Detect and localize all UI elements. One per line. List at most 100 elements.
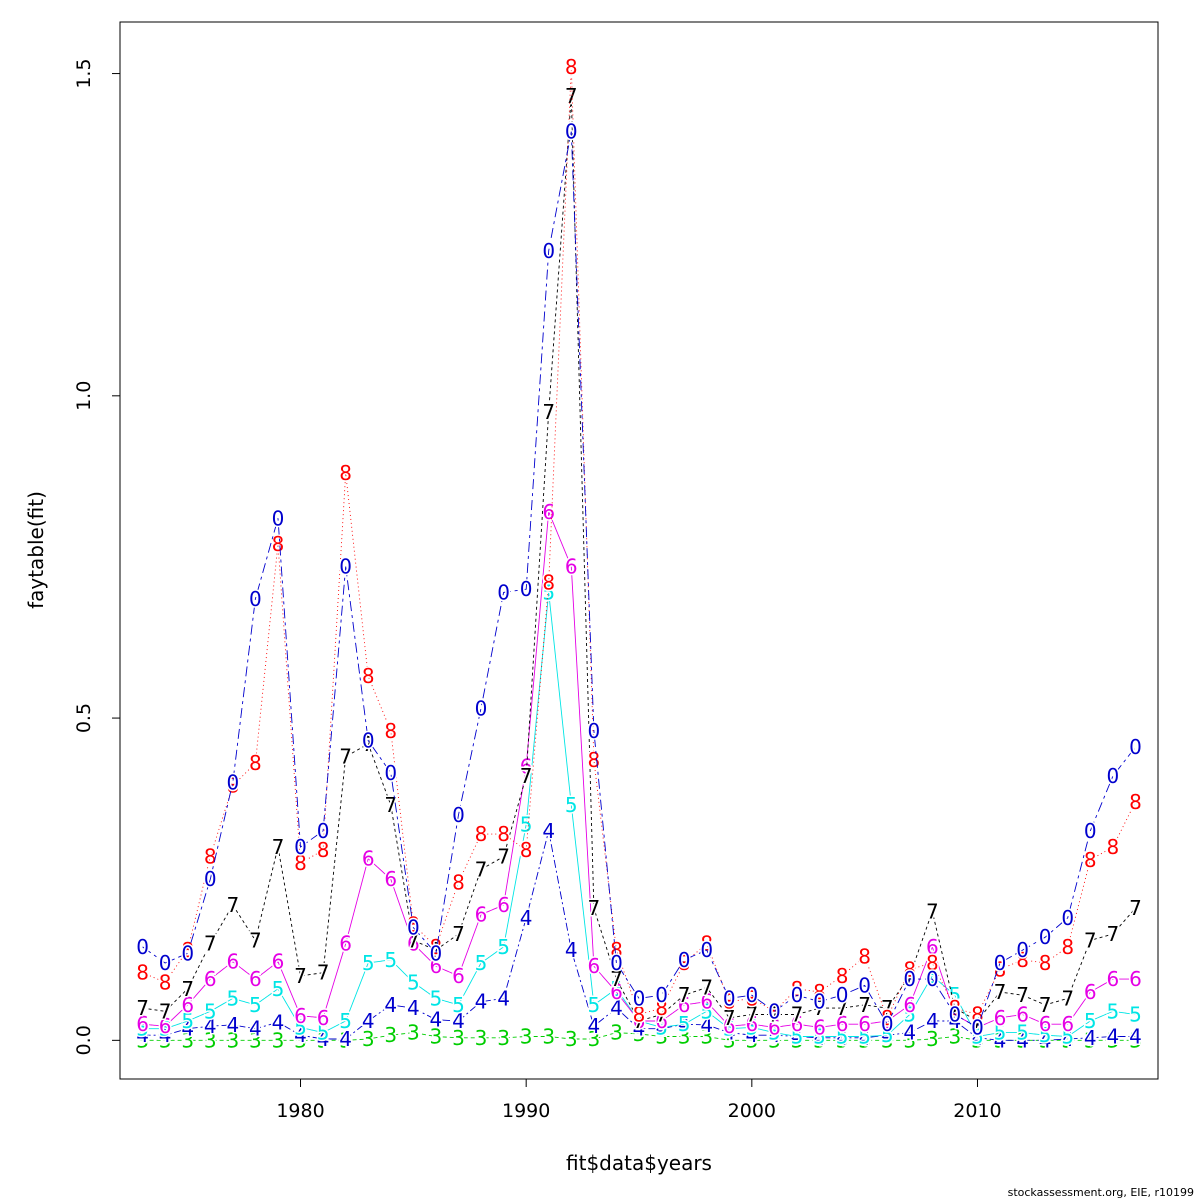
data-point: 0: [655, 983, 668, 1007]
data-point: 7: [204, 932, 217, 956]
data-point: 6: [926, 935, 939, 959]
data-point: 8: [430, 935, 443, 959]
data-point: 6: [362, 847, 375, 871]
data-point: 3: [903, 1028, 916, 1052]
data-point: 0: [497, 580, 510, 604]
data-point: 3: [678, 1024, 691, 1048]
series-line-3: [142, 1032, 1136, 1041]
data-point: 4: [565, 938, 578, 962]
data-point: 4: [317, 1027, 330, 1051]
data-point: 0: [813, 990, 826, 1014]
data-point: 6: [1016, 1003, 1029, 1027]
data-point: 8: [475, 822, 488, 846]
data-point: 7: [655, 1003, 668, 1027]
data-point: 5: [1107, 999, 1120, 1023]
data-point: 8: [339, 461, 352, 485]
data-point: 0: [362, 729, 375, 753]
data-point: 7: [1016, 983, 1029, 1007]
data-point: 8: [226, 774, 239, 798]
data-point: 5: [294, 1015, 307, 1039]
data-point: 7: [181, 977, 194, 1001]
data-point: 7: [407, 928, 420, 952]
data-point: 5: [994, 1021, 1007, 1045]
data-point: 7: [678, 983, 691, 1007]
data-point: 7: [565, 84, 578, 108]
x-tick-label: 2000: [728, 1100, 776, 1122]
data-point: 0: [1016, 938, 1029, 962]
data-point: 8: [745, 986, 758, 1010]
data-point: 8: [588, 748, 601, 772]
data-point: 8: [565, 55, 578, 79]
data-point: 5: [430, 986, 443, 1010]
data-point: 0: [610, 951, 623, 975]
data-point: 7: [226, 893, 239, 917]
data-point: 6: [204, 967, 217, 991]
y-tick-label: 0.5: [73, 703, 95, 733]
data-point: 7: [926, 899, 939, 923]
data-point: 7: [791, 1003, 804, 1027]
data-point: 4: [949, 1009, 962, 1033]
data-point: 3: [655, 1024, 668, 1048]
y-tick-label: 1.0: [73, 381, 95, 411]
data-point: 3: [317, 1028, 330, 1052]
y-axis: 0.0 0.5 1.0 1.5: [73, 58, 121, 1055]
series-line-0: [142, 131, 1136, 1029]
data-point: 4: [204, 1014, 217, 1038]
data-point: 8: [949, 996, 962, 1020]
data-point: 3: [791, 1028, 804, 1052]
data-point: 4: [272, 1010, 285, 1034]
data-point: 4: [768, 1023, 781, 1047]
data-point: 6: [384, 867, 397, 891]
data-point: 8: [858, 945, 871, 969]
data-point: 8: [633, 1003, 646, 1027]
data-point: 0: [1107, 764, 1120, 788]
data-point: 3: [159, 1028, 172, 1052]
series-line-4: [142, 830, 1136, 1041]
data-point: 7: [497, 845, 510, 869]
data-point: 6: [317, 1006, 330, 1030]
data-point: 3: [272, 1028, 285, 1052]
data-point: 5: [926, 964, 939, 988]
data-point: 3: [926, 1027, 939, 1051]
data-point: 8: [181, 938, 194, 962]
data-point: 3: [858, 1028, 871, 1052]
data-point: 6: [813, 1015, 826, 1039]
data-point: 4: [610, 996, 623, 1020]
series-line-7: [142, 96, 1136, 1022]
data-point: 8: [1061, 935, 1074, 959]
data-point: 8: [836, 964, 849, 988]
data-point: 7: [136, 996, 149, 1020]
data-point: 5: [204, 999, 217, 1023]
data-point: 0: [678, 948, 691, 972]
data-point: 6: [1107, 967, 1120, 991]
data-point: 8: [903, 957, 916, 981]
data-point: 7: [294, 964, 307, 988]
data-point: 6: [655, 1009, 668, 1033]
data-point: 0: [971, 1015, 984, 1039]
data-point: 0: [723, 986, 736, 1010]
data-point: 8: [407, 912, 420, 936]
data-point: 3: [881, 1028, 894, 1052]
data-point: 0: [136, 935, 149, 959]
data-point: 3: [520, 1024, 533, 1048]
x-tick-label: 1990: [502, 1100, 550, 1122]
y-tick-label: 0.0: [73, 1025, 95, 1055]
data-point: 4: [339, 1027, 352, 1051]
data-point: 3: [949, 1024, 962, 1048]
data-point: 8: [542, 571, 555, 595]
data-point: 5: [542, 580, 555, 604]
data-point: 6: [407, 932, 420, 956]
data-point: 4: [1039, 1028, 1052, 1052]
data-point: 6: [181, 993, 194, 1017]
data-point: 5: [678, 1012, 691, 1036]
data-point: 4: [700, 1013, 713, 1037]
data-point: 4: [384, 993, 397, 1017]
data-point: 4: [226, 1013, 239, 1037]
data-point: 6: [768, 1015, 781, 1039]
data-point: 4: [497, 986, 510, 1010]
data-point: 3: [633, 1022, 646, 1046]
